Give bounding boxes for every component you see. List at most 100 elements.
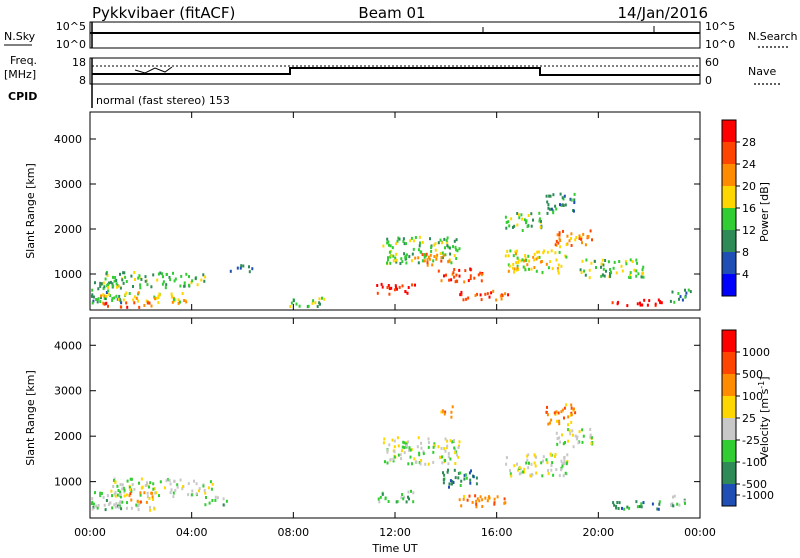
power-data-cell	[410, 236, 413, 240]
velocity-data-cell	[545, 410, 548, 414]
velocity-data-cell	[636, 505, 639, 509]
velocity-data-cell	[447, 455, 450, 459]
velocity-data-cell	[407, 440, 410, 444]
velocity-data-cell	[424, 462, 427, 466]
power-data-cell	[601, 258, 604, 262]
velocity-data-cell	[120, 507, 123, 511]
velocity-data-cell	[450, 415, 453, 419]
velocity-data-cell	[412, 491, 415, 495]
velocity-data-cell	[459, 484, 462, 487]
power-data-cell	[671, 290, 674, 294]
power-data-cell	[626, 304, 629, 308]
power-data-cell	[504, 292, 507, 296]
power-data-cell	[469, 267, 472, 271]
velocity-data-cell	[151, 491, 153, 495]
velocity-data-cell	[214, 498, 217, 502]
power-data-cell	[618, 260, 621, 263]
power-data-cell	[455, 273, 458, 277]
power-data-cell	[517, 260, 520, 264]
power-data-cell	[514, 250, 517, 254]
power-data-cell	[102, 281, 105, 285]
power-data-cell	[390, 254, 393, 258]
power-data-cell	[398, 285, 401, 289]
velocity-data-cell	[651, 502, 654, 506]
velocity-data-cell	[399, 453, 402, 457]
velocity-data-cell	[413, 457, 416, 461]
velocity-data-cell	[437, 445, 440, 449]
power-data-cell	[530, 267, 533, 271]
power-data-cell	[139, 283, 142, 287]
velocity-data-cell	[518, 472, 521, 476]
velocity-data-cell	[531, 473, 534, 477]
velocity-data-cell	[530, 474, 532, 478]
velocity-data-cell	[393, 450, 396, 454]
velocity-data-cell	[130, 498, 133, 502]
power-data-cell	[473, 276, 476, 280]
power-data-cell	[115, 294, 118, 298]
velocity-data-cell	[554, 455, 556, 458]
power-data-cell	[458, 268, 461, 272]
power-data-cell	[510, 217, 513, 221]
velocity-data-cell	[589, 435, 592, 439]
power-data-cell	[423, 259, 426, 263]
velocity-data-cell	[140, 486, 143, 490]
power-data-cell	[103, 285, 106, 289]
power-data-cell	[450, 278, 453, 282]
power-data-cell	[523, 218, 526, 222]
velocity-data-cell	[640, 502, 643, 506]
time-tick-label: 00:00	[684, 526, 716, 539]
velocity-data-cell	[198, 489, 200, 493]
power-data-cell	[602, 273, 604, 277]
velocity-data-cell	[554, 452, 557, 456]
velocity-data-cell	[548, 421, 551, 425]
power-data-cell	[463, 280, 466, 284]
power-data-cell	[402, 237, 405, 241]
power-data-cell	[428, 257, 431, 261]
velocity-data-cell	[563, 462, 566, 465]
velocity-data-cell	[139, 493, 142, 497]
power-data-cell	[389, 261, 392, 265]
velocity-data-cell	[187, 493, 190, 497]
velocity-data-cell	[173, 479, 176, 483]
velocity-data-cell	[571, 429, 574, 433]
velocity-data-cell	[444, 449, 447, 453]
velocity-colorbar-segment	[722, 462, 736, 484]
velocity-data-cell	[513, 464, 516, 468]
power-data-cell	[512, 262, 515, 266]
velocity-data-cell	[403, 451, 406, 455]
power-data-cell	[405, 261, 408, 265]
power-data-cell	[505, 226, 508, 230]
power-data-cell	[137, 299, 139, 303]
velocity-data-cell	[526, 458, 529, 462]
power-data-cell	[593, 259, 596, 263]
power-data-cell	[547, 206, 550, 210]
velocity-data-cell	[570, 413, 573, 417]
power-data-cell	[488, 295, 491, 299]
power-data-cell	[546, 200, 549, 204]
power-data-cell	[164, 286, 167, 290]
velocity-data-cell	[388, 443, 391, 447]
velocity-colorbar-tick-label: 25	[742, 412, 756, 425]
cpid-label: CPID	[8, 90, 37, 103]
power-data-cell	[526, 263, 529, 267]
power-data-cell	[321, 296, 323, 300]
power-data-cell	[157, 295, 160, 299]
power-data-cell	[548, 207, 551, 211]
power-data-cell	[439, 252, 442, 255]
power-data-cell	[314, 301, 317, 305]
power-data-cell	[582, 232, 585, 236]
power-data-cell	[443, 274, 445, 278]
power-data-cell	[138, 276, 141, 280]
power-data-cell	[479, 293, 482, 297]
power-data-cell	[515, 252, 517, 256]
velocity-data-cell	[540, 461, 543, 465]
power-data-cell	[412, 247, 415, 251]
power-data-cell	[549, 194, 552, 198]
velocity-data-cell	[452, 481, 455, 484]
power-data-cell	[102, 293, 105, 297]
power-data-cell	[420, 250, 423, 254]
velocity-colorbar-tick-label: -1000	[742, 489, 774, 502]
power-data-cell	[505, 220, 508, 224]
velocity-data-cell	[149, 505, 152, 509]
